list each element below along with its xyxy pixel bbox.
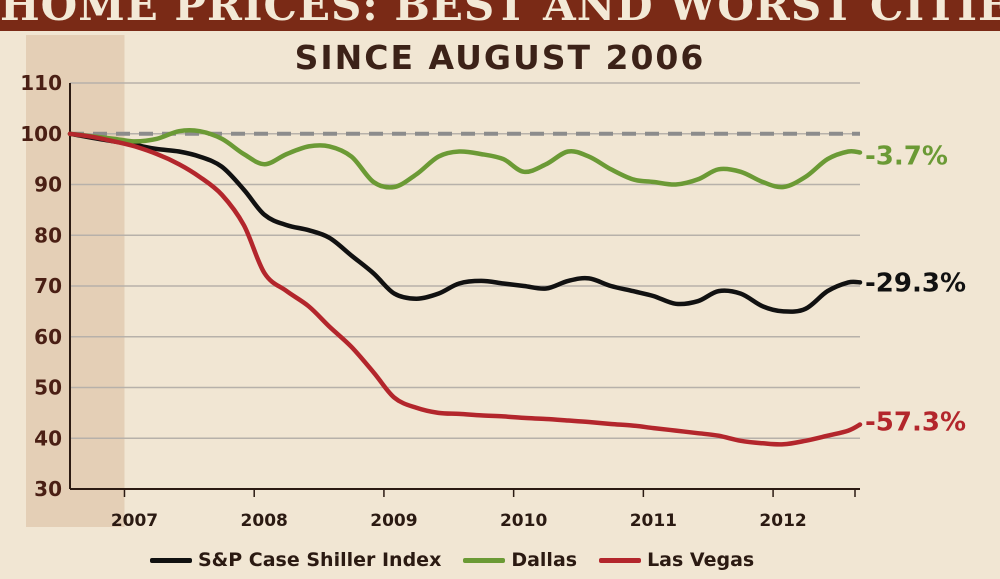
y-tick-70: 70 [34,274,62,298]
end-label-case_shiller: -29.3% [865,268,966,298]
x-tick-2010: 2010 [500,511,547,531]
chart-title: HOME PRICES: BEST AND WORST CITIES [0,0,1000,30]
y-tick-100: 100 [20,122,62,146]
series-lines [67,127,863,447]
legend: S&P Case Shiller Index Dallas Las Vegas [150,549,776,579]
x-tick-2012: 2012 [759,511,806,531]
series-line-dallas [67,127,863,190]
x-tick-2011: 2011 [630,511,677,531]
legend-swatch-dallas [463,558,506,563]
x-tick-2008: 2008 [241,511,288,531]
legend-item-case_shiller: S&P Case Shiller Index [150,549,441,571]
y-tick-40: 40 [34,426,62,450]
home-prices-line-chart: 30 40 50 60 70 80 90 100 110 2007 2008 2009 2010 201… [20,35,966,531]
legend-label-dallas: Dallas [511,549,578,571]
legend-item-dallas: Dallas [463,549,577,571]
x-tick-2007: 2007 [111,511,158,531]
legend-swatch-case_shiller [150,558,192,563]
series-line-case_shiller [67,131,863,314]
y-tick-110: 110 [20,71,62,95]
y-tick-80: 80 [34,223,62,247]
y-tick-50: 50 [34,376,62,400]
end-label-las_vegas: -57.3% [865,408,966,438]
shaded-band-2006 [26,35,125,527]
series-end-labels: -29.3% -3.7% -57.3% [865,142,966,438]
legend-label-las_vegas: Las Vegas [647,549,755,571]
title-bar: HOME PRICES: BEST AND WORST CITIES [0,0,1000,31]
gridlines [70,82,860,439]
legend-label-case_shiller: S&P Case Shiller Index [198,549,442,571]
y-tick-60: 60 [34,325,62,349]
end-label-dallas: -3.7% [865,142,948,172]
y-tick-90: 90 [34,173,62,197]
chart-subtitle: SINCE AUGUST 2006 [294,38,706,77]
x-tick-2009: 2009 [370,511,417,531]
x-axis-ticks: 2007 2008 2009 2010 2011 2012 [111,489,856,531]
y-axis-ticks: 30 40 50 60 70 80 90 100 110 [20,71,62,501]
y-tick-30: 30 [34,477,62,501]
series-line-las_vegas [67,131,863,447]
legend-item-las_vegas: Las Vegas [599,549,754,571]
axes [69,83,860,490]
legend-swatch-las_vegas [599,558,642,563]
